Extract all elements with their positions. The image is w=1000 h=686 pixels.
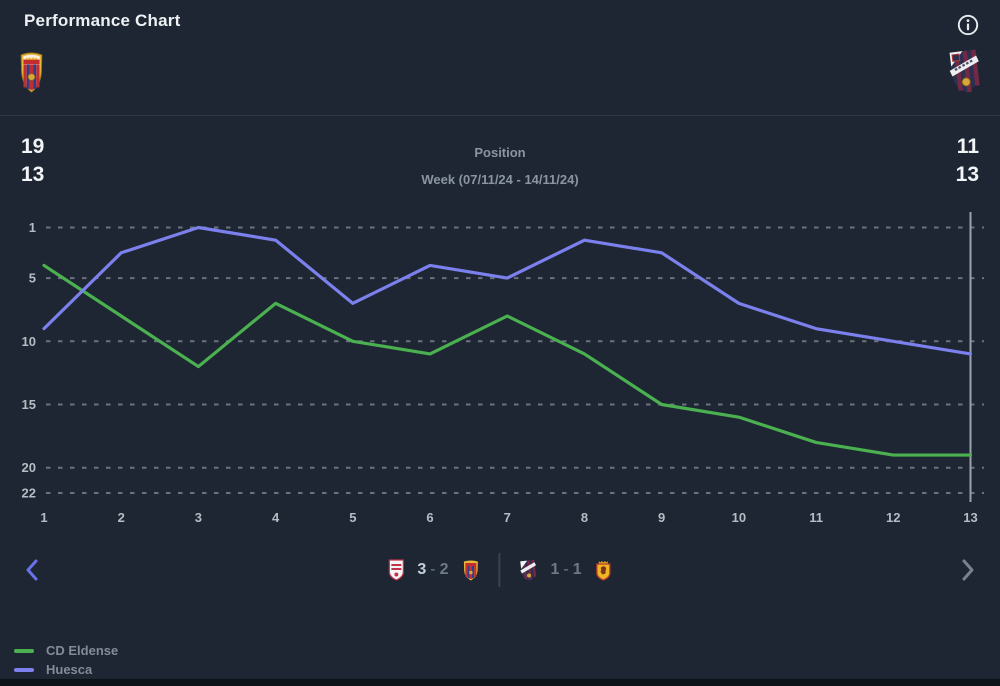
away-position-value: 11 [956, 135, 979, 158]
match-result-2[interactable]: 1-1 [520, 559, 612, 582]
svg-text:3: 3 [195, 510, 202, 525]
svg-text:1: 1 [40, 510, 47, 525]
legend-item-away: Huesca [14, 660, 118, 679]
svg-text:10: 10 [22, 334, 36, 349]
svg-text:2: 2 [118, 510, 125, 525]
zaragoza-crest-icon [596, 560, 611, 581]
svg-text:22: 22 [22, 486, 36, 501]
svg-text:12: 12 [886, 510, 900, 525]
away-team-crest-icon [948, 48, 982, 101]
granada-crest-icon [388, 559, 404, 581]
axis-titles: Position Week (07/11/24 - 14/11/24) [421, 139, 578, 193]
svg-text:9: 9 [658, 510, 665, 525]
x-axis-title: Week (07/11/24 - 14/11/24) [421, 172, 579, 187]
page-title: Performance Chart [24, 11, 181, 30]
match-divider [498, 553, 501, 587]
match-2-score: 1-1 [550, 561, 583, 578]
match-1-score: 3-2 [417, 561, 450, 578]
legend-label-away: Huesca [46, 662, 93, 677]
match-result-1[interactable]: 3-2 [388, 559, 479, 581]
eldense-crest-icon [464, 560, 478, 581]
svg-text:6: 6 [426, 510, 433, 525]
home-team-crest-icon [19, 50, 44, 98]
away-team-stats: 11 13 [956, 133, 979, 189]
info-icon[interactable] [956, 13, 980, 37]
away-week-value: 13 [955, 163, 979, 186]
svg-text:1: 1 [29, 220, 36, 235]
legend-label-home: CD Eldense [46, 643, 119, 658]
svg-text:5: 5 [29, 271, 36, 286]
svg-text:11: 11 [809, 510, 823, 525]
svg-text:4: 4 [272, 510, 280, 525]
y-axis-title: Position [474, 145, 526, 160]
chevron-right-icon[interactable] [954, 556, 980, 584]
chart-legend: CD Eldense Huesca [14, 641, 118, 679]
home-line-swatch [14, 648, 34, 653]
bottom-strip [0, 679, 1000, 686]
away-line-swatch [14, 667, 34, 672]
home-team-stats: 19 13 [21, 133, 44, 189]
svg-text:15: 15 [22, 397, 36, 412]
svg-text:7: 7 [504, 510, 511, 525]
svg-text:8: 8 [581, 510, 588, 525]
svg-text:10: 10 [732, 510, 746, 525]
matches-list: 3-2 [388, 548, 611, 592]
home-week-value: 13 [21, 163, 45, 186]
matches-pager-row: 3-2 [0, 548, 1000, 592]
svg-text:20: 20 [22, 460, 36, 475]
chevron-left-icon[interactable] [20, 556, 46, 584]
home-position-value: 19 [21, 135, 45, 158]
huesca-crest-icon [520, 559, 537, 581]
svg-text:5: 5 [349, 510, 356, 525]
svg-text:13: 13 [963, 510, 977, 525]
header-divider [0, 115, 1000, 116]
legend-item-home: CD Eldense [14, 641, 118, 660]
